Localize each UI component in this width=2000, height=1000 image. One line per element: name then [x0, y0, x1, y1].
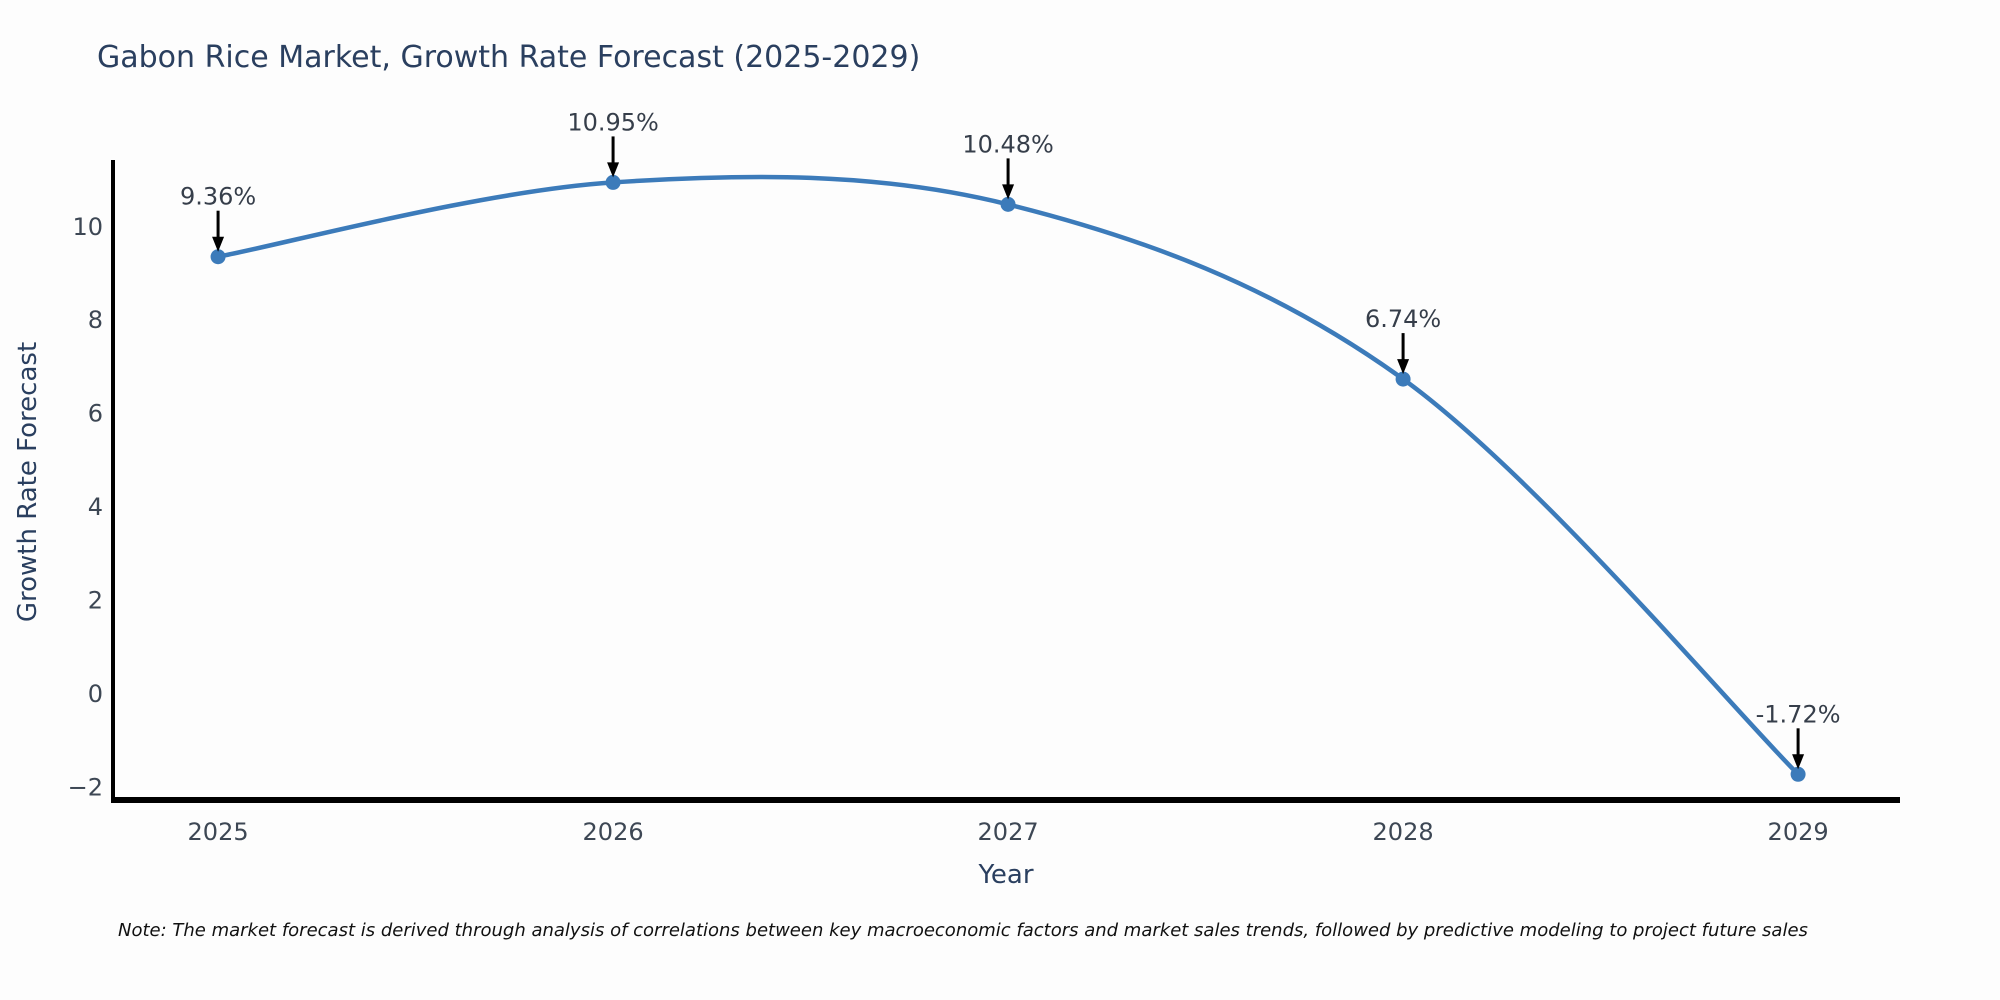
annotation-arrow-head [607, 162, 620, 178]
y-axis-title: Growth Rate Forecast [13, 341, 43, 623]
annotation-arrow-head [1792, 754, 1805, 770]
data-point-label: 10.95% [567, 108, 659, 136]
x-tick-label: 2029 [1768, 818, 1829, 846]
data-point-marker[interactable] [1000, 196, 1016, 212]
annotation-arrow-head [1002, 184, 1015, 200]
annotation-arrow-head [1397, 359, 1410, 375]
annotation-arrow-head [212, 236, 225, 252]
footnote: Note: The market forecast is derived thr… [118, 920, 1808, 941]
y-tick-label: 10 [72, 213, 103, 241]
y-tick-label: 4 [88, 493, 103, 521]
data-point-label: 6.74% [1365, 305, 1441, 333]
x-axis-title: Year [978, 860, 1034, 890]
data-point-marker[interactable] [1395, 371, 1411, 387]
data-point-marker[interactable] [210, 249, 226, 265]
data-point-label: 9.36% [180, 183, 256, 211]
x-tick-label: 2027 [978, 818, 1039, 846]
chart-title: Gabon Rice Market, Growth Rate Forecast … [97, 40, 921, 75]
y-tick-label: 0 [88, 680, 103, 708]
forecast-line [215, 174, 1801, 777]
data-point-marker[interactable] [605, 174, 621, 190]
x-tick-label: 2028 [1373, 818, 1434, 846]
x-tick-label: 2026 [583, 818, 644, 846]
data-point-marker[interactable] [1790, 766, 1806, 782]
data-point-label: 10.48% [962, 130, 1054, 158]
y-tick-label: 2 [88, 587, 103, 615]
y-tick-label: 8 [88, 306, 103, 334]
x-tick-label: 2025 [188, 818, 249, 846]
y-tick-label: 6 [88, 400, 103, 428]
data-point-label: -1.72% [1756, 700, 1841, 728]
y-tick-label: −2 [68, 773, 103, 801]
